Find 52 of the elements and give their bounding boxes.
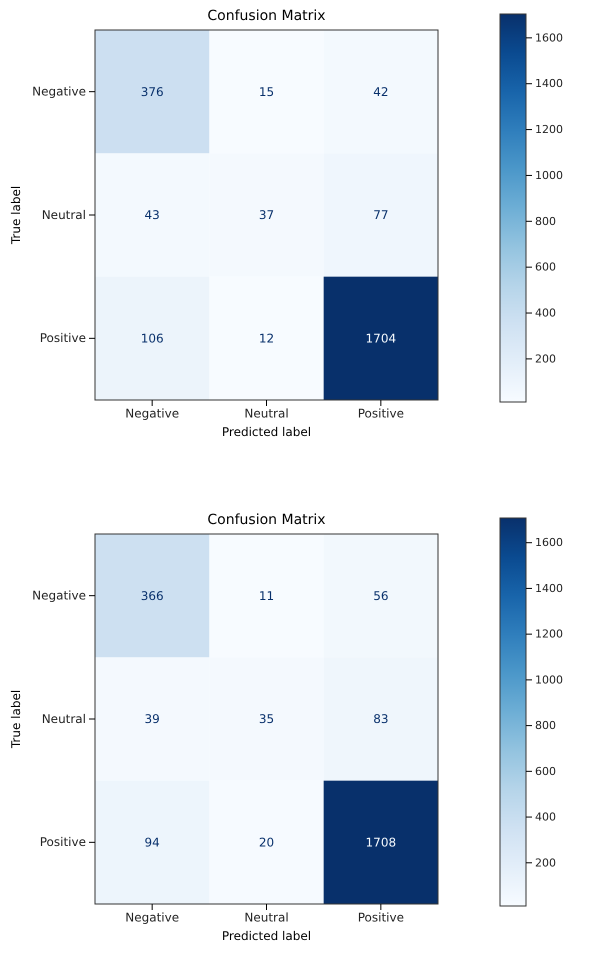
x-axis-title: Predicted label bbox=[222, 929, 312, 943]
color-bar-label: 800 bbox=[535, 214, 556, 228]
color-bar-label: 1400 bbox=[535, 77, 563, 90]
data-label: 11 bbox=[258, 588, 274, 603]
color-bar-label: 600 bbox=[535, 260, 556, 274]
data-label: 35 bbox=[258, 712, 274, 726]
data-label: 37 bbox=[258, 208, 274, 222]
data-label: 20 bbox=[258, 836, 274, 850]
data-label: 12 bbox=[258, 332, 274, 346]
color-bar-label: 1600 bbox=[535, 536, 563, 550]
y-tick-label: Positive bbox=[40, 331, 86, 346]
data-label: 1708 bbox=[366, 836, 396, 850]
color-bar-label: 1400 bbox=[535, 582, 563, 595]
data-label: 106 bbox=[140, 332, 164, 346]
color-bar-label: 1000 bbox=[535, 673, 563, 686]
y-tick-label: Neutral bbox=[42, 208, 86, 222]
color-bar-label: 1200 bbox=[535, 123, 563, 136]
color-bar-label: 1600 bbox=[535, 31, 563, 44]
y-tick-label: Neutral bbox=[42, 712, 86, 726]
data-label: 1704 bbox=[366, 332, 396, 346]
y-axis-title: True label bbox=[9, 690, 23, 750]
color-bar-label: 800 bbox=[535, 719, 556, 732]
chart-title: Confusion Matrix bbox=[207, 8, 326, 24]
data-label: 83 bbox=[373, 712, 388, 726]
data-label: 42 bbox=[373, 84, 388, 99]
x-axis-title: Predicted label bbox=[222, 425, 312, 439]
data-label: 39 bbox=[144, 712, 160, 726]
y-tick-label: Positive bbox=[40, 835, 86, 850]
y-axis-title: True label bbox=[9, 186, 23, 246]
color-bar-label: 600 bbox=[535, 764, 556, 778]
data-label: 376 bbox=[140, 84, 164, 99]
data-label: 56 bbox=[373, 588, 388, 603]
color-bar-label: 200 bbox=[535, 856, 556, 870]
color-bar-label: 400 bbox=[535, 306, 556, 320]
data-label: 43 bbox=[144, 208, 160, 222]
data-label: 94 bbox=[144, 836, 160, 850]
chart-title: Confusion Matrix bbox=[207, 512, 326, 528]
color-bar-label: 400 bbox=[535, 810, 556, 824]
y-tick-label: Negative bbox=[32, 84, 86, 99]
color-bar-label: 1000 bbox=[535, 168, 563, 182]
x-tick-label: Negative bbox=[125, 910, 180, 925]
x-tick-label: Positive bbox=[358, 910, 404, 925]
y-tick-label: Negative bbox=[32, 588, 86, 603]
data-label: 15 bbox=[258, 84, 274, 99]
x-tick-label: Neutral bbox=[244, 910, 289, 925]
data-label: 366 bbox=[140, 588, 164, 603]
x-tick-label: Neutral bbox=[244, 406, 289, 421]
x-tick-label: Positive bbox=[358, 406, 404, 421]
color-bar-label: 1200 bbox=[535, 628, 563, 641]
data-label: 77 bbox=[373, 208, 388, 222]
x-tick-label: Negative bbox=[125, 406, 180, 421]
color-bar-label: 200 bbox=[535, 352, 556, 366]
